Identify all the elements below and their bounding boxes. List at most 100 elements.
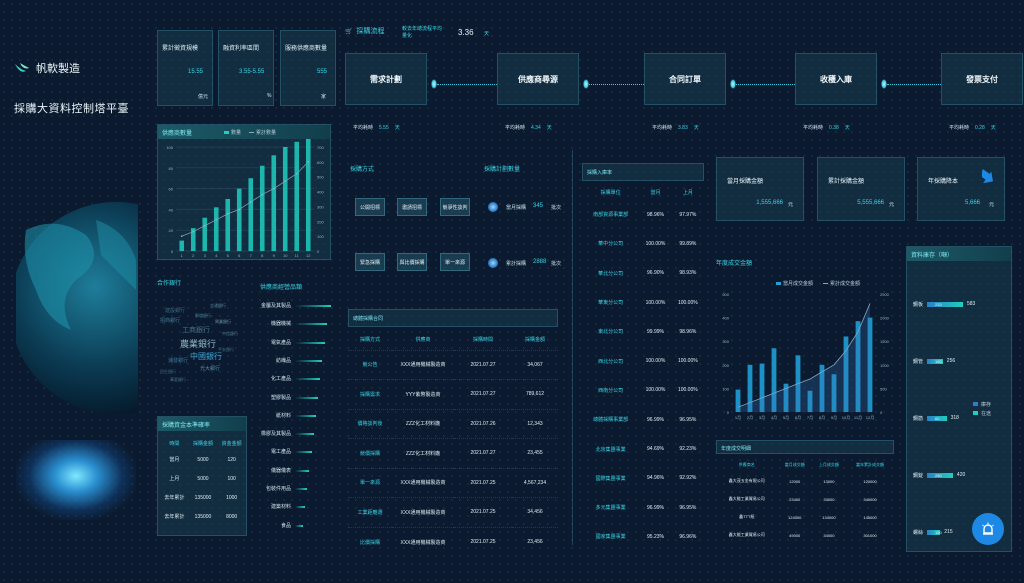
category-name: 紙材料 <box>275 412 291 419</box>
page-title: 採購大資料控制塔平臺 <box>14 103 129 115</box>
partner-word: 中信銀行 <box>222 331 238 336</box>
plan-value: 2888 <box>533 259 547 265</box>
purchase-method-button[interactable]: 邀請招標 <box>397 198 427 216</box>
contract-row[interactable]: 工業距離選 XXX通用機械製造商 2021.07.25 34,456 <box>348 497 558 527</box>
finance-header-cell: 資金金額 <box>221 441 242 447</box>
category-row: 電工產品 <box>255 448 335 458</box>
legend-month: 當月成交金額 <box>776 280 813 287</box>
purchase-method-button[interactable]: 單一來源 <box>440 253 470 271</box>
contract-cell: 工業距離選 <box>348 497 392 527</box>
process-step[interactable]: 需求計劃 <box>345 53 427 105</box>
payrate-cell: 97.97% <box>679 211 697 218</box>
payrate-cell: 100.00% <box>645 387 666 394</box>
compare-label: 較去年總流程平均量化 <box>402 26 443 39</box>
deal-cell: 301000 <box>863 532 877 538</box>
finance-cell: 8000 <box>226 513 238 520</box>
contract-row[interactable]: 競價採購 ZZZ化工材料廠 2021.07.27 23,455 <box>348 438 558 468</box>
x-tick-label: 10 <box>283 253 288 258</box>
contract-cell: 競價採購 <box>348 438 392 468</box>
process-step[interactable]: 收穫入庫 <box>795 53 877 105</box>
partner-word: 招商銀行 <box>160 318 181 324</box>
category-row: 塑膠製品 <box>255 394 335 404</box>
purchase-method-button[interactable]: 公開招標 <box>355 198 385 216</box>
contract-row[interactable]: 比價採購 XXX通用機械製造商 2021.07.25 23,456 <box>348 526 558 557</box>
x-tick-label: 2 <box>192 253 195 258</box>
x-tick-label: 1月 <box>735 415 741 420</box>
payrate-row: 南部資源事業部 98.96% 97.97% <box>582 200 704 229</box>
process-step[interactable]: 供應商尋源 <box>497 53 579 105</box>
process-step[interactable]: 合同訂單 <box>644 53 726 105</box>
bar <box>783 383 789 412</box>
payrate-cell: 98.93% <box>679 270 697 277</box>
contract-row[interactable]: 單一來源 XXX通用機械製造商 2021.07.25 4,567,234 <box>348 467 558 498</box>
bar <box>225 199 231 251</box>
purchase-method-button[interactable]: 與比價採購 <box>397 253 427 271</box>
process-step-name: 合同訂單 <box>669 74 701 84</box>
finance-row: 當月 5000 120 <box>160 450 246 469</box>
category-name: 電氣產品 <box>270 339 291 346</box>
supplier-chart-title: 供應商數量 <box>158 125 330 139</box>
category-bar <box>295 414 316 417</box>
payrate-cell: 華東分公司 <box>598 300 624 307</box>
payrate-cell: 西南分公司 <box>598 387 624 394</box>
category-name: 金屬及其製品 <box>260 303 291 309</box>
category-row: 金屬及其製品 <box>255 302 335 312</box>
category-row: 食品 <box>255 522 335 532</box>
contract-cell: ZZZ化工材料廠 <box>392 408 454 439</box>
bar <box>759 363 765 412</box>
purchase-method-button[interactable]: 緊急採購 <box>355 253 385 271</box>
category-bar <box>295 323 328 326</box>
bar <box>735 389 741 412</box>
process-glow-dot <box>730 79 736 89</box>
alarm-button[interactable] <box>972 513 1004 545</box>
globe-illustration <box>16 200 138 415</box>
line-point <box>238 208 241 211</box>
category-row: 儀器儀表 <box>255 467 335 477</box>
bar <box>843 336 849 412</box>
payrate-row: 北京集團事業 94.69% 92.23% <box>582 434 704 463</box>
contracts-header-row: 採購方式 供應商 採購時間 採購金額 <box>348 330 558 350</box>
line-point <box>284 180 287 182</box>
inventory-bar: 150 <box>927 530 942 535</box>
x-tick-label: 5月 <box>783 415 789 420</box>
brand: 帆軟製造 <box>14 60 80 76</box>
category-name: 電工產品 <box>270 449 291 456</box>
contract-row[interactable]: 採購需求 YYY紫幣製造商 2021.07.27 789,612 <box>348 379 558 409</box>
y2-tick-label: 1500 <box>880 339 890 344</box>
contract-cell: 2021.07.25 <box>454 526 512 557</box>
contract-cell: 2021.07.27 <box>454 379 512 409</box>
yearly-title: 年度成交金額 <box>716 261 753 267</box>
x-tick-label: 8月 <box>819 415 825 420</box>
deal-row: 鑫TTT紙 124000 134000 145000 <box>716 508 894 526</box>
time-unit: 天 <box>693 125 699 131</box>
kpi-unit: 億元 <box>198 94 209 100</box>
kpi-card: 融資利率區間 3.55-5.55% <box>218 30 274 106</box>
categories-list: 金屬及其製品 機器機械 電氣產品 紡織品 化工產品 塑膠製品 紙材料 橡膠及其製品 電工產品 儀器… <box>255 302 335 542</box>
payrate-cell: 100.00% <box>677 358 698 365</box>
time-unit: 天 <box>844 125 850 131</box>
plan-value: 345 <box>533 203 544 209</box>
y-tick-label: 20 <box>169 228 174 233</box>
kpi-value: 15.55 <box>188 69 204 75</box>
partner-word: 平安銀行 <box>218 347 234 352</box>
payrate-row: 總體採購事業部 96.99% 96.95% <box>582 405 704 434</box>
line-point <box>226 213 229 215</box>
bar <box>819 364 825 412</box>
purchase-method-button[interactable]: 競爭性談判 <box>440 198 470 216</box>
amount-unit: 元 <box>888 202 894 208</box>
inventory-panel: 資料庫存（噸） 鋼板 233 583 鋼管 150 256 鋼筋 60 318 鋼錠 280 420 螺… <box>906 246 1012 552</box>
deal-cell: 23400 <box>789 496 801 502</box>
line-point <box>180 235 183 237</box>
contract-cell: XXX通用機械製造商 <box>392 349 454 380</box>
plan-label: 累計採購 <box>506 261 527 267</box>
partner-word: 建設銀行 <box>165 308 186 314</box>
payrate-cell: 100.00% <box>645 240 666 247</box>
x-tick-label: 3 <box>204 253 207 258</box>
process-step[interactable]: 發票支付 <box>941 53 1023 105</box>
contract-row[interactable]: 競公告 XXX通用機械製造商 2021.07.27 34,067 <box>348 349 558 380</box>
x-tick-label: 2月 <box>747 415 753 420</box>
contract-row[interactable]: 價格談判後 ZZZ化工材料廠 2021.07.26 12,343 <box>348 408 558 439</box>
y2-tick-label: 700 <box>317 145 324 150</box>
kpi-value: 3.55-5.55 <box>239 69 265 75</box>
time-value: 5.55 <box>379 125 389 131</box>
